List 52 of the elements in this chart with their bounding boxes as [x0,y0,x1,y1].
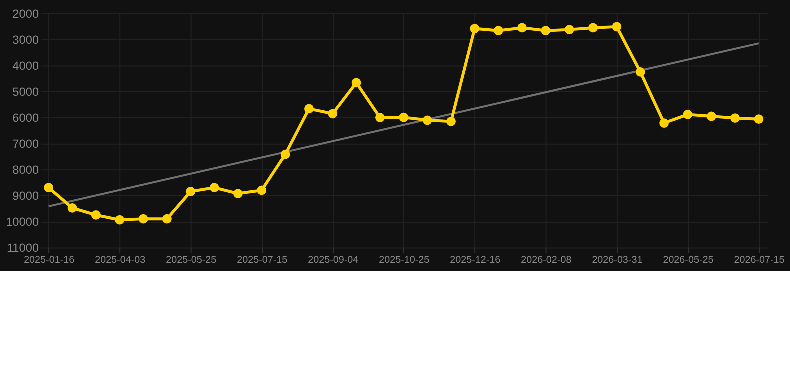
point [115,215,125,225]
point [541,26,551,36]
x-tick-label: 2026-07-15 [734,255,786,266]
x-tick-label: 2025-07-15 [237,255,288,266]
y-tick-label: 6000 [12,110,40,125]
point [257,186,267,196]
point [706,112,716,122]
point [210,183,220,193]
point [518,23,527,33]
point [683,110,693,120]
x-tick-label: 2026-05-25 [663,255,714,266]
point [470,24,480,34]
point [564,25,574,34]
point [352,78,362,88]
point [660,118,669,128]
y-tick-label: 10000 [6,215,40,230]
y-tick-label: 3000 [12,32,40,47]
y-tick-label: 5000 [12,84,40,99]
point [68,203,78,213]
x-tick-label: 2026-02-08 [521,255,572,266]
x-tick-label: 2025-05-25 [166,255,218,266]
point [280,150,290,160]
point [376,113,385,122]
point [162,214,172,224]
point [234,189,243,199]
x-tick-label: 2025-01-16 [24,255,76,266]
point [91,210,101,220]
y-tick-label: 8000 [12,163,40,178]
point [612,22,622,32]
point [754,114,764,124]
point [186,187,196,196]
point [138,214,148,224]
y-tick-label: 4000 [12,58,40,73]
point [304,104,314,114]
x-tick-label: 2025-10-25 [379,255,430,266]
x-tick-label: 2026-03-31 [592,255,644,266]
point [588,23,598,33]
point [446,117,456,126]
y-tick-label: 7000 [12,137,40,152]
y-tick-label: 2000 [12,6,40,21]
point [494,26,504,36]
x-tick-label: 2025-12-16 [450,255,502,266]
point [328,109,338,119]
point [422,116,432,126]
point [44,183,54,193]
y-tick-label: 9000 [12,189,40,204]
point [730,114,740,123]
point [399,112,409,122]
x-tick-label: 2025-04-03 [95,255,146,266]
y-tick-label: 11000 [6,241,40,256]
point [636,68,646,77]
x-tick-label: 2025-09-04 [308,255,360,266]
